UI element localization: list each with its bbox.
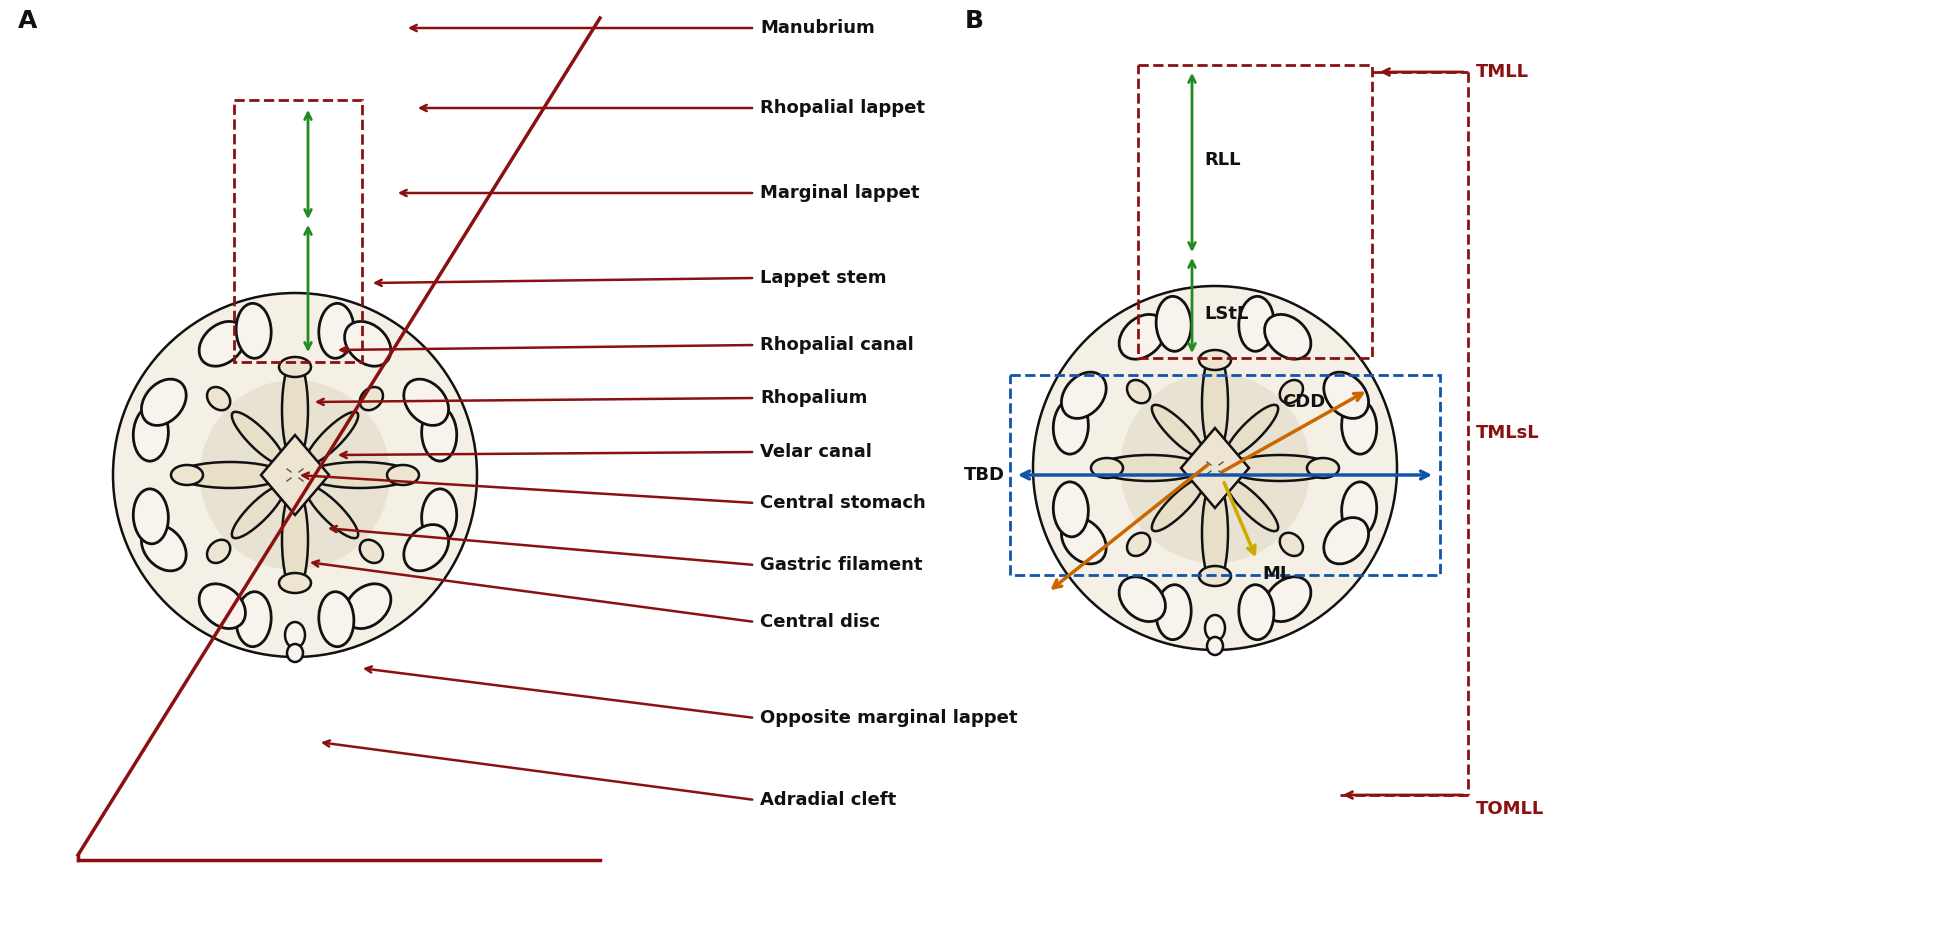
- Ellipse shape: [237, 592, 272, 646]
- Ellipse shape: [233, 412, 285, 465]
- Text: LStL: LStL: [1204, 305, 1249, 323]
- Ellipse shape: [1155, 296, 1191, 351]
- Ellipse shape: [1226, 405, 1279, 457]
- Ellipse shape: [1324, 518, 1368, 564]
- Ellipse shape: [1341, 399, 1376, 455]
- Ellipse shape: [280, 573, 311, 593]
- Ellipse shape: [1155, 584, 1191, 640]
- Ellipse shape: [319, 303, 354, 359]
- Text: TMLL: TMLL: [1476, 63, 1529, 81]
- Ellipse shape: [1054, 482, 1089, 536]
- Ellipse shape: [1054, 399, 1089, 455]
- Ellipse shape: [344, 322, 391, 366]
- Text: Lappet stem: Lappet stem: [760, 269, 886, 287]
- Ellipse shape: [1341, 482, 1376, 536]
- Text: RLL: RLL: [1204, 151, 1241, 169]
- Ellipse shape: [141, 524, 186, 571]
- Bar: [235, 100, 362, 362]
- Ellipse shape: [282, 358, 309, 462]
- Ellipse shape: [344, 583, 391, 629]
- Polygon shape: [262, 435, 328, 515]
- Text: B: B: [966, 9, 983, 33]
- Ellipse shape: [1281, 380, 1302, 404]
- Ellipse shape: [178, 462, 283, 488]
- Text: TBD: TBD: [964, 466, 1005, 484]
- Ellipse shape: [1126, 380, 1150, 404]
- Ellipse shape: [1198, 566, 1232, 586]
- Circle shape: [1120, 373, 1310, 563]
- Ellipse shape: [287, 644, 303, 662]
- Ellipse shape: [280, 357, 311, 377]
- Text: Central disc: Central disc: [760, 613, 880, 631]
- Ellipse shape: [1062, 372, 1107, 419]
- Ellipse shape: [1239, 584, 1275, 640]
- Bar: [1011, 375, 1441, 575]
- Ellipse shape: [422, 489, 457, 544]
- Circle shape: [113, 293, 477, 657]
- Ellipse shape: [305, 412, 358, 465]
- Text: Adradial cleft: Adradial cleft: [760, 791, 895, 809]
- Text: Opposite marginal lappet: Opposite marginal lappet: [760, 709, 1017, 727]
- Ellipse shape: [1265, 314, 1312, 359]
- Ellipse shape: [405, 524, 448, 571]
- Bar: [1138, 65, 1372, 358]
- Ellipse shape: [1198, 350, 1232, 370]
- Ellipse shape: [319, 592, 354, 646]
- Ellipse shape: [233, 486, 285, 538]
- Polygon shape: [1181, 428, 1249, 508]
- Ellipse shape: [1097, 455, 1202, 481]
- Ellipse shape: [422, 407, 457, 461]
- Ellipse shape: [305, 486, 358, 538]
- Ellipse shape: [133, 489, 168, 544]
- Ellipse shape: [285, 622, 305, 648]
- Ellipse shape: [360, 387, 383, 410]
- Ellipse shape: [1228, 455, 1333, 481]
- Text: Marginal lappet: Marginal lappet: [760, 184, 919, 202]
- Ellipse shape: [133, 407, 168, 461]
- Text: Manubrium: Manubrium: [760, 19, 874, 37]
- Ellipse shape: [1204, 615, 1226, 641]
- Circle shape: [1032, 286, 1398, 650]
- Ellipse shape: [1239, 296, 1275, 351]
- Text: Gastric filament: Gastric filament: [760, 556, 923, 574]
- Text: TMLsL: TMLsL: [1476, 424, 1541, 442]
- Ellipse shape: [1202, 481, 1228, 585]
- Text: TOMLL: TOMLL: [1476, 800, 1544, 818]
- Text: ML: ML: [1263, 565, 1290, 583]
- Ellipse shape: [237, 303, 272, 359]
- Ellipse shape: [360, 540, 383, 563]
- Text: Rhopalium: Rhopalium: [760, 389, 868, 407]
- Text: Central stomach: Central stomach: [760, 494, 927, 512]
- Text: Velar canal: Velar canal: [760, 443, 872, 461]
- Ellipse shape: [1202, 350, 1228, 455]
- Ellipse shape: [405, 379, 448, 425]
- Ellipse shape: [1308, 458, 1339, 478]
- Ellipse shape: [199, 322, 246, 366]
- Text: Rhopalial lappet: Rhopalial lappet: [760, 99, 925, 117]
- Ellipse shape: [1151, 478, 1204, 531]
- Ellipse shape: [141, 379, 186, 425]
- Ellipse shape: [1324, 372, 1368, 419]
- Ellipse shape: [1118, 577, 1165, 622]
- Text: CDD: CDD: [1282, 393, 1325, 411]
- Ellipse shape: [1091, 458, 1122, 478]
- Ellipse shape: [1118, 314, 1165, 359]
- Ellipse shape: [207, 387, 231, 410]
- Ellipse shape: [1062, 518, 1107, 564]
- Ellipse shape: [1226, 478, 1279, 531]
- Ellipse shape: [282, 487, 309, 593]
- Ellipse shape: [1281, 533, 1302, 556]
- Ellipse shape: [1206, 637, 1224, 655]
- Ellipse shape: [1126, 533, 1150, 556]
- Ellipse shape: [170, 465, 203, 485]
- Ellipse shape: [199, 583, 246, 629]
- Ellipse shape: [387, 465, 418, 485]
- Text: Rhopalial canal: Rhopalial canal: [760, 336, 913, 354]
- Ellipse shape: [1265, 577, 1312, 622]
- Ellipse shape: [207, 540, 231, 563]
- Ellipse shape: [307, 462, 413, 488]
- Circle shape: [199, 380, 389, 570]
- Ellipse shape: [1151, 405, 1204, 457]
- Text: A: A: [18, 9, 37, 33]
